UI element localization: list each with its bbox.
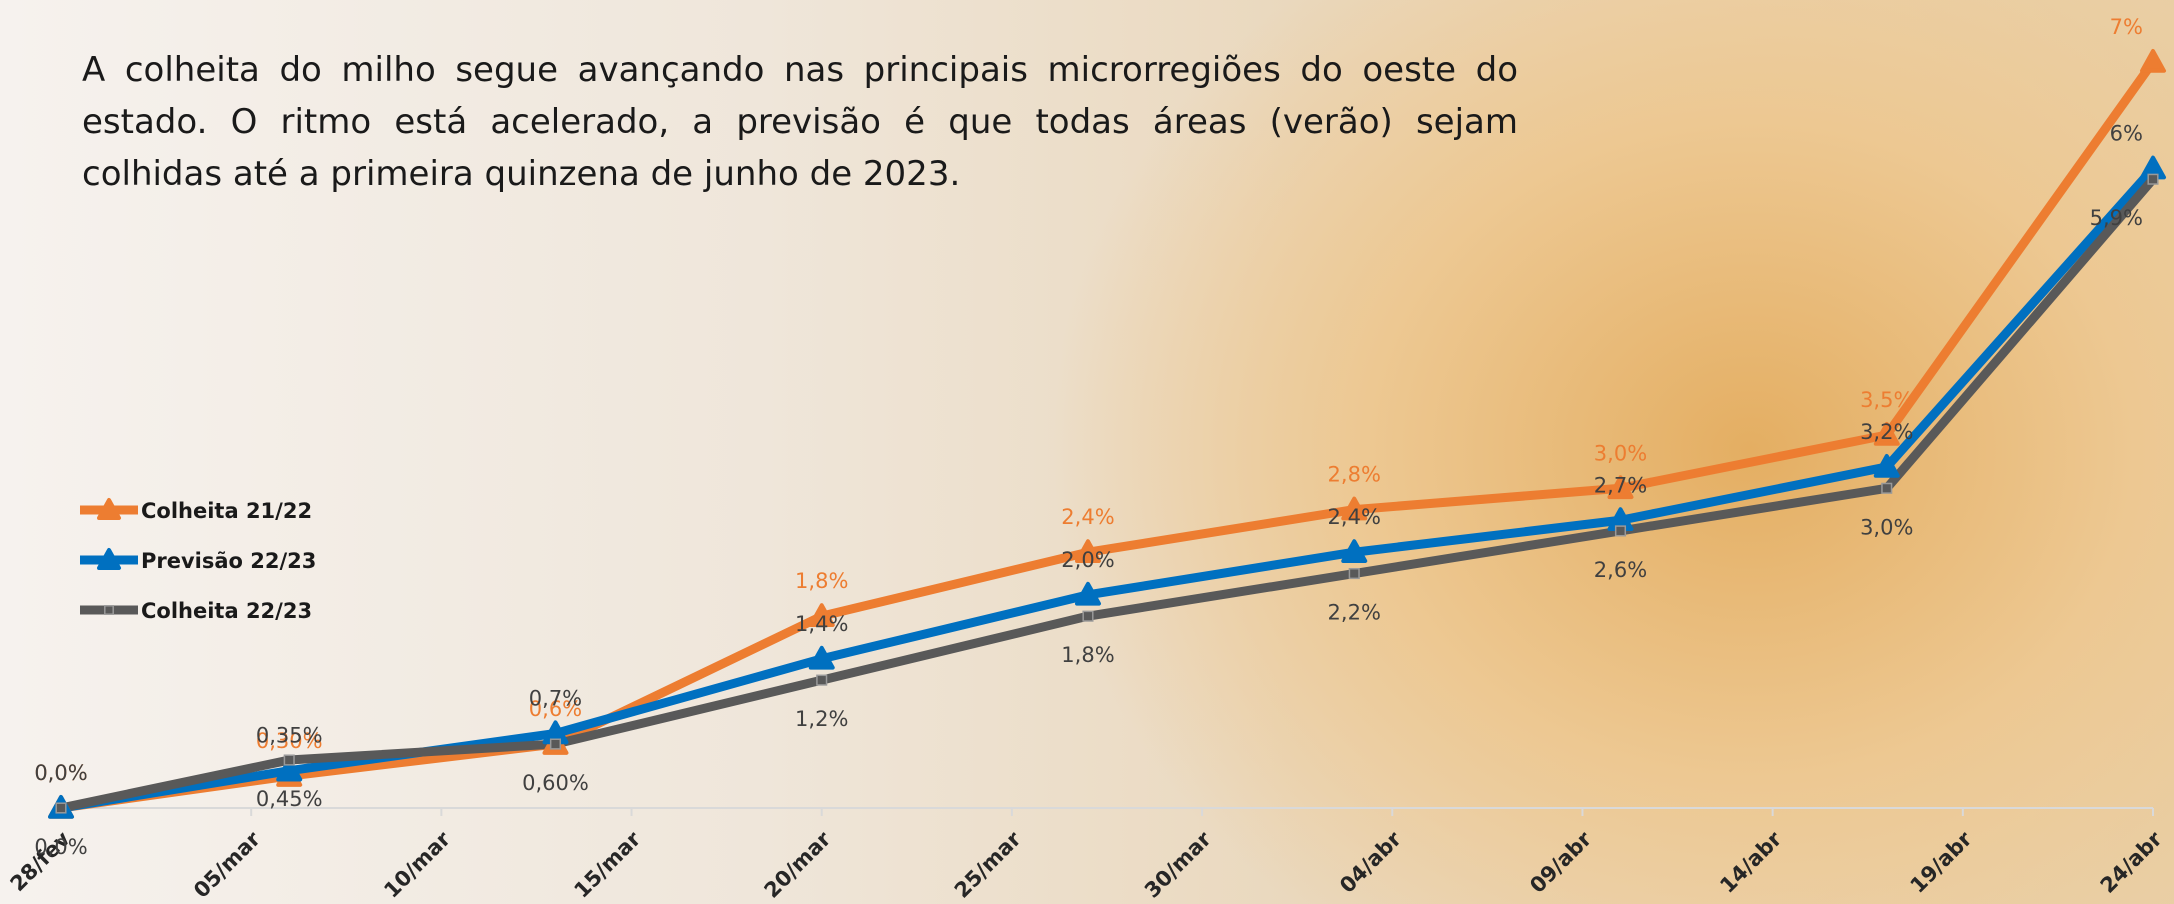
data-point	[2148, 174, 2158, 184]
data-label: 6%	[2110, 122, 2143, 146]
series-line	[61, 62, 2153, 808]
data-point	[1077, 584, 1099, 604]
data-label: 0,60%	[522, 771, 589, 795]
data-label: 3,5%	[1860, 388, 1913, 412]
data-label: 0,35%	[256, 724, 323, 748]
data-label: 1,8%	[795, 569, 848, 593]
data-label: 2,6%	[1594, 558, 1647, 582]
data-label: 0,45%	[256, 787, 323, 811]
data-label: 2,7%	[1594, 473, 1647, 497]
data-label: 2,8%	[1328, 463, 1381, 487]
data-label: 2,0%	[1061, 548, 1114, 572]
x-tick-label: 24/abr	[2096, 826, 2167, 897]
data-label: 3,0%	[1594, 441, 1647, 465]
data-label: 3,2%	[1860, 420, 1913, 444]
data-point	[1083, 611, 1093, 621]
data-label: 1,2%	[795, 707, 848, 731]
data-point	[1882, 483, 1892, 493]
data-point	[1343, 541, 1365, 561]
data-point	[551, 739, 561, 749]
data-point	[1616, 526, 1626, 536]
legend-marker	[99, 500, 119, 518]
data-label: 2,4%	[1061, 505, 1114, 529]
x-tick-label: 20/mar	[760, 826, 836, 902]
data-label: 1,8%	[1061, 643, 1114, 667]
data-label: 2,4%	[1328, 505, 1381, 529]
x-tick-label: 05/mar	[189, 826, 265, 902]
series-line	[61, 169, 2153, 808]
x-tick-label: 14/abr	[1715, 826, 1786, 897]
chart-page: A colheita do milho segue avançando nas …	[0, 0, 2174, 904]
legend-label: Previsão 22/23	[141, 549, 316, 573]
data-label: 1,4%	[795, 612, 848, 636]
x-tick-label: 30/mar	[1140, 826, 1216, 902]
data-label: 0,0%	[34, 835, 87, 859]
x-tick-label: 25/mar	[950, 826, 1026, 902]
data-point	[284, 755, 294, 765]
data-point	[811, 648, 833, 668]
x-tick-label: 15/mar	[569, 826, 645, 902]
x-tick-label: 19/abr	[1906, 826, 1977, 897]
series-line	[61, 179, 2153, 808]
legend-label: Colheita 21/22	[141, 499, 312, 523]
x-tick-label: 10/mar	[379, 826, 455, 902]
x-tick-label: 04/abr	[1335, 826, 1406, 897]
data-label: 2,2%	[1328, 601, 1381, 625]
data-point	[817, 675, 827, 685]
data-label: 3,0%	[1860, 515, 1913, 539]
data-label: 0,0%	[34, 761, 87, 785]
x-tick-label: 09/abr	[1525, 826, 1596, 897]
data-point	[2142, 51, 2164, 71]
legend-marker	[99, 550, 119, 568]
legend-marker	[105, 606, 113, 614]
legend-label: Colheita 22/23	[141, 599, 312, 623]
data-label: 0,7%	[529, 686, 582, 710]
data-label: 7%	[2110, 15, 2143, 39]
data-point	[1349, 569, 1359, 579]
data-label: 5,9%	[2090, 206, 2143, 230]
data-point	[56, 803, 66, 813]
chart: 28/fev05/mar10/mar15/mar20/mar25/mar30/m…	[0, 0, 2174, 904]
